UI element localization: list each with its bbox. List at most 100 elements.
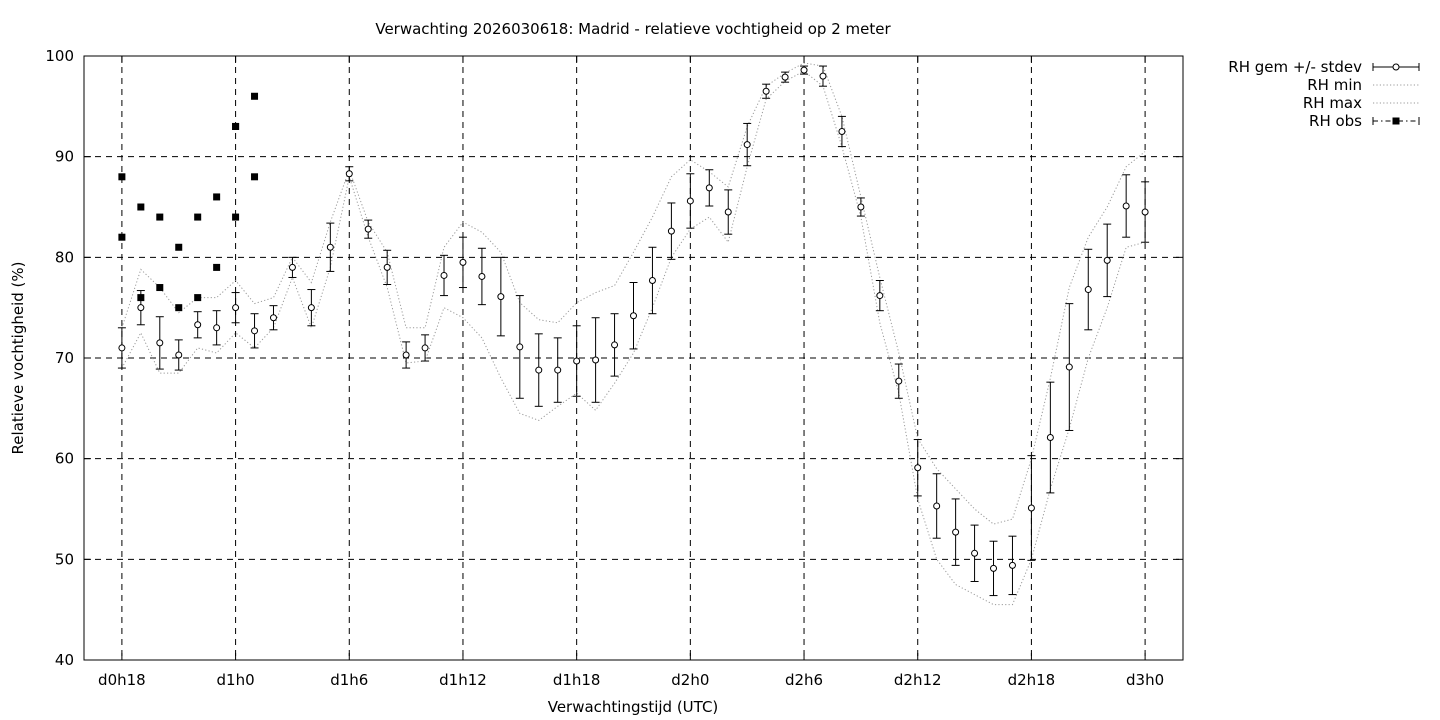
- y-tick-label: 90: [55, 148, 74, 166]
- axis-ticks: d0h18 d1h0 d1h6 d1h12 d1h18 d2h0 d2h6 d2h12 d2h1…: [45, 47, 1183, 689]
- grid-lines: [84, 56, 1183, 660]
- rh-mean-point: [232, 304, 240, 312]
- rh-mean-point: [364, 225, 372, 233]
- rh-obs-point: [118, 173, 126, 181]
- rh-mean-point: [402, 351, 410, 359]
- rh-mean-point: [535, 366, 543, 374]
- rh-mean-point: [895, 377, 903, 385]
- rh-mean-point: [876, 292, 884, 300]
- x-tick-label: d2h0: [671, 671, 709, 689]
- legend-label: RH min: [1307, 76, 1362, 94]
- rh-mean-point: [497, 293, 505, 301]
- rh-mean-point: [990, 564, 998, 572]
- rh-mean-point: [156, 339, 164, 347]
- rh-obs-point: [251, 92, 259, 100]
- rh-mean-point: [383, 263, 391, 271]
- rh-mean-point: [762, 87, 770, 95]
- rh-max-line: [121, 62, 1146, 525]
- rh-mean-point: [1065, 363, 1073, 371]
- rh-obs-point: [156, 213, 164, 221]
- rh-mean-point: [914, 464, 922, 472]
- rh-obs-point: [194, 213, 202, 221]
- x-tick-label: d2h6: [785, 671, 823, 689]
- rh-mean-point: [686, 197, 694, 205]
- x-tick-label: d1h6: [330, 671, 368, 689]
- rh-mean-point: [175, 351, 183, 359]
- rh-mean-point: [459, 258, 467, 266]
- rh-mean-point: [194, 321, 202, 329]
- rh-mean-point: [800, 66, 808, 74]
- rh-mean-point: [743, 141, 751, 149]
- y-tick-label: 100: [45, 47, 74, 65]
- x-tick-label: d3h0: [1126, 671, 1164, 689]
- rh-mean-point: [724, 208, 732, 216]
- rh-mean-point: [345, 170, 353, 178]
- rh-obs-point: [251, 173, 259, 181]
- y-tick-label: 50: [55, 550, 74, 568]
- x-axis-label: Verwachtingstijd (UTC): [548, 698, 719, 716]
- y-axis-label: Relatieve vochtigheid (%): [9, 261, 27, 454]
- x-tick-label: d1h0: [217, 671, 255, 689]
- y-tick-label: 40: [55, 651, 74, 669]
- rh-mean-point: [630, 312, 637, 320]
- legend-swatch-square: [1392, 117, 1400, 125]
- rh-mean-point: [326, 243, 334, 251]
- rh-mean-point: [1141, 208, 1149, 216]
- rh-mean-point: [667, 227, 675, 235]
- rh-obs-point: [137, 203, 145, 211]
- rh-mean-point: [251, 327, 259, 335]
- rh-mean-point: [307, 304, 315, 312]
- rh-mean-point: [421, 344, 429, 352]
- y-tick-label: 80: [55, 248, 74, 266]
- rh-mean-point: [1027, 504, 1035, 512]
- rh-mean-point: [1008, 561, 1016, 569]
- rh-obs-point: [118, 233, 126, 241]
- rh-mean-point: [838, 128, 846, 135]
- x-tick-label: d1h12: [439, 671, 487, 689]
- rh-mean-point: [857, 203, 865, 211]
- rh-mean-point: [611, 341, 619, 349]
- x-tick-label: d2h18: [1008, 671, 1056, 689]
- legend-label: RH obs: [1309, 112, 1362, 130]
- rh-mean-point: [1046, 434, 1054, 442]
- rh-mean-point: [1122, 202, 1130, 210]
- rh-mean-point: [478, 272, 486, 280]
- rh-mean-point: [516, 343, 524, 351]
- rh-mean-point: [554, 366, 562, 374]
- plot-frame: [83, 55, 1184, 661]
- rh-mean-point: [269, 314, 277, 322]
- rh-mean-point: [971, 549, 979, 557]
- rh-obs-point: [194, 294, 202, 302]
- legend-label: RH max: [1303, 94, 1362, 112]
- rh-mean-point: [952, 528, 960, 536]
- rh-mean-point: [705, 184, 713, 192]
- legend-label: RH gem +/- stdev: [1228, 58, 1362, 76]
- rh-obs-point: [232, 122, 240, 130]
- series-layer: [117, 62, 1150, 606]
- rh-mean-point: [592, 356, 600, 364]
- rh-mean-point: [933, 502, 941, 510]
- rh-mean-point: [573, 357, 581, 365]
- rh-mean-point: [137, 304, 145, 312]
- rh-mean-point: [1103, 256, 1111, 264]
- y-tick-label: 60: [55, 450, 74, 468]
- rh-mean-point: [648, 276, 656, 284]
- y-tick-label: 70: [55, 349, 74, 367]
- x-tick-label: d0h18: [98, 671, 146, 689]
- rh-mean-point: [213, 324, 221, 332]
- rh-mean-point: [1084, 286, 1092, 294]
- rh-obs-point: [156, 284, 164, 292]
- rh-min-line: [121, 70, 1146, 606]
- legend-swatch-circle: [1392, 63, 1400, 71]
- rh-mean-point: [288, 263, 296, 271]
- x-tick-label: d2h12: [894, 671, 942, 689]
- rh-mean-point: [118, 344, 126, 352]
- rh-mean-point: [781, 73, 789, 81]
- rh-obs-point: [175, 243, 183, 251]
- rh-obs-point: [213, 193, 221, 201]
- chart-title: Verwachting 2026030618: Madrid - relatie…: [375, 20, 891, 38]
- rh-obs-point: [213, 263, 221, 271]
- x-tick-label: d1h18: [553, 671, 601, 689]
